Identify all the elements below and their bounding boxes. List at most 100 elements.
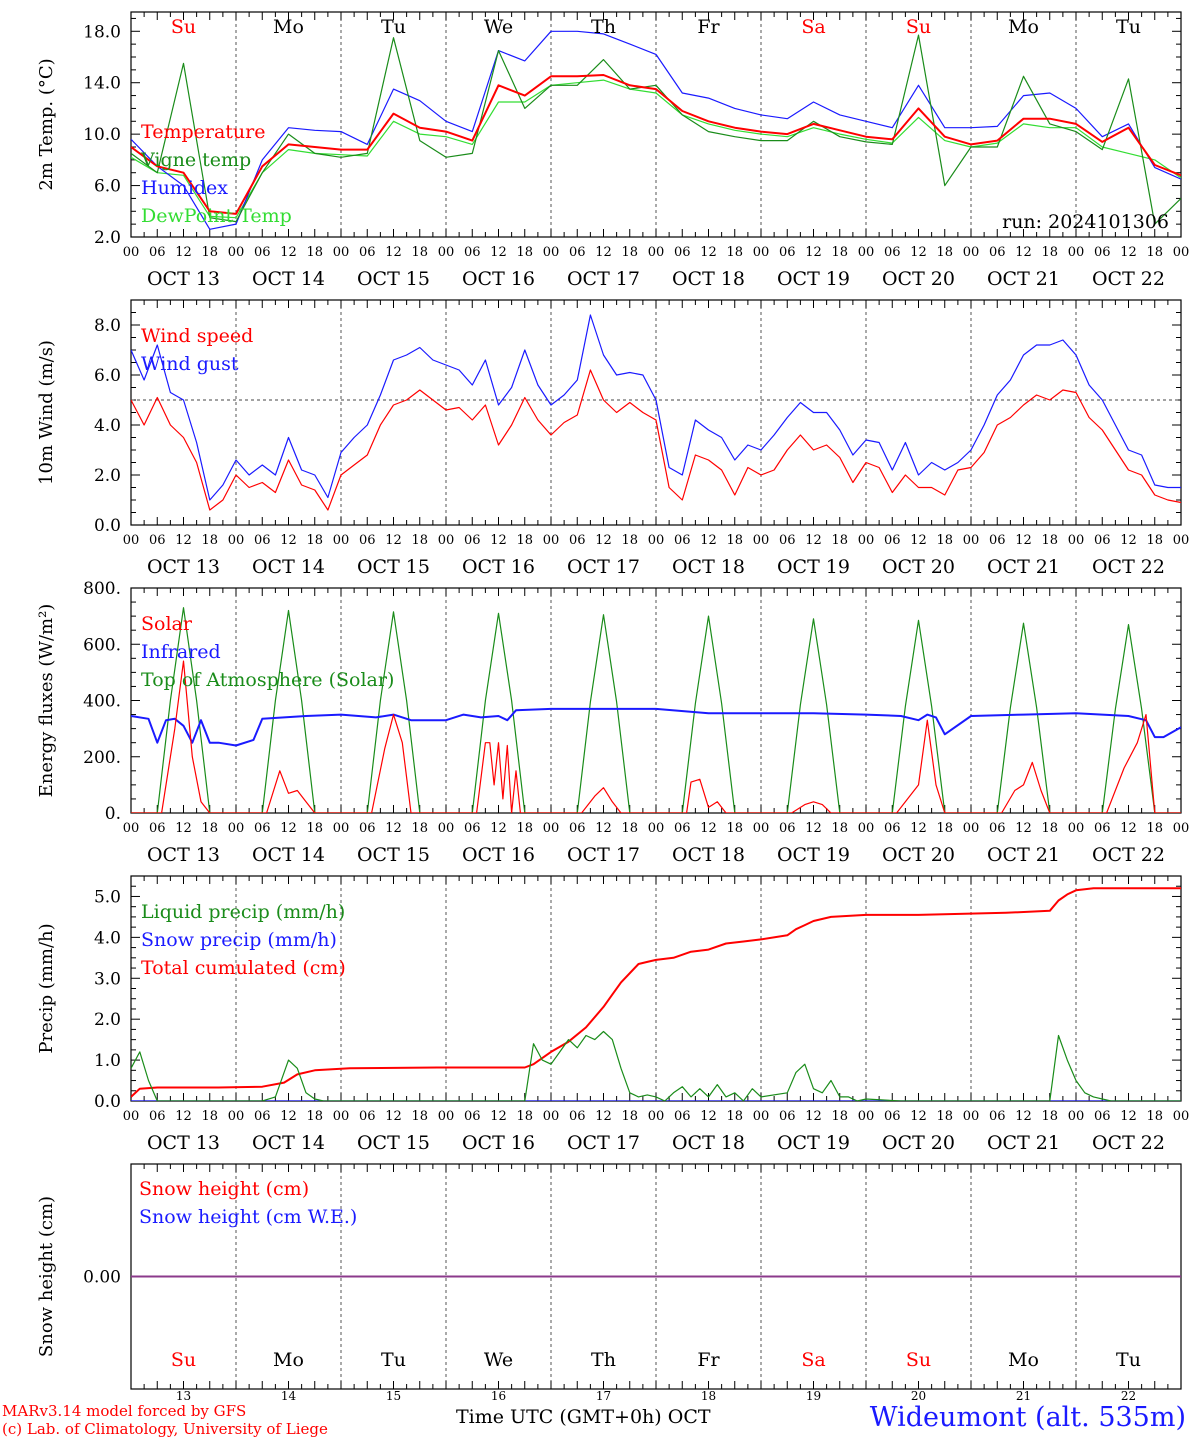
- series-line-solar: [131, 660, 1181, 813]
- hour-label: 12: [910, 533, 927, 548]
- model-credit: MARv3.14 model forced by GFS: [2, 1402, 247, 1420]
- hour-label: 18: [306, 1109, 323, 1124]
- hour-label: 12: [1015, 821, 1032, 836]
- hour-label: 18: [306, 533, 323, 548]
- date-label: OCT 22: [1092, 268, 1165, 290]
- hour-label: 18: [201, 245, 218, 260]
- day-label: Fr: [697, 16, 720, 38]
- hour-label: 12: [175, 821, 192, 836]
- day-label: Su: [906, 16, 931, 38]
- hour-label: 18: [1041, 533, 1058, 548]
- hour-label: 12: [490, 245, 507, 260]
- hour-label: 12: [175, 533, 192, 548]
- series-line-humidex: [131, 30, 1181, 230]
- hour-label: 00: [963, 245, 980, 260]
- hour-label: 00: [858, 245, 875, 260]
- legend-entry: Humidex: [141, 177, 228, 199]
- day-number: 22: [1121, 1389, 1136, 1403]
- date-label: OCT 21: [987, 556, 1060, 578]
- hour-label: 18: [411, 245, 428, 260]
- hour-label: 06: [359, 821, 376, 836]
- day-label: Mo: [273, 1349, 304, 1371]
- hour-label: 12: [1015, 1109, 1032, 1124]
- hour-label: 00: [753, 1109, 770, 1124]
- hour-label: 00: [123, 821, 140, 836]
- date-label: OCT 14: [252, 1132, 325, 1154]
- day-label: Su: [171, 1349, 196, 1371]
- hour-label: 00: [123, 1109, 140, 1124]
- hour-label: 18: [1146, 533, 1163, 548]
- day-number: 20: [911, 1389, 926, 1403]
- day-number: 19: [806, 1389, 821, 1403]
- hour-label: 06: [989, 821, 1006, 836]
- hour-label: 00: [333, 821, 350, 836]
- hour-label: 06: [1094, 1109, 1111, 1124]
- day-label: Sa: [801, 1349, 825, 1371]
- hour-label: 06: [674, 245, 691, 260]
- hour-label: 06: [464, 533, 481, 548]
- hour-label: 12: [385, 821, 402, 836]
- hour-label: 12: [385, 245, 402, 260]
- hour-label: 18: [726, 533, 743, 548]
- day-label: Tu: [381, 16, 406, 38]
- y-axis-title: Precip (mm/h): [36, 923, 57, 1053]
- hour-label: 06: [779, 245, 796, 260]
- hour-label: 06: [464, 821, 481, 836]
- hour-label: 00: [1173, 245, 1190, 260]
- hour-label: 18: [726, 245, 743, 260]
- date-label: OCT 22: [1092, 556, 1165, 578]
- hour-label: 12: [385, 1109, 402, 1124]
- y-tick-label: 18.0: [83, 22, 121, 42]
- hour-label: 00: [1173, 1109, 1190, 1124]
- legend-entry: Liquid precip (mm/h): [141, 901, 345, 923]
- hour-label: 12: [1120, 821, 1137, 836]
- y-tick-label: 2.0: [94, 228, 121, 248]
- hour-label: 00: [228, 245, 245, 260]
- date-label: OCT 15: [357, 1132, 430, 1154]
- hour-label: 06: [779, 533, 796, 548]
- day-number: 14: [281, 1389, 297, 1403]
- hour-label: 18: [201, 821, 218, 836]
- hour-label: 06: [254, 1109, 271, 1124]
- day-label: Mo: [1008, 16, 1039, 38]
- hour-label: 06: [884, 245, 901, 260]
- hour-label: 00: [228, 533, 245, 548]
- hour-label: 18: [201, 533, 218, 548]
- hour-label: 00: [543, 821, 560, 836]
- hour-label: 06: [149, 821, 166, 836]
- hour-label: 18: [411, 1109, 428, 1124]
- hour-label: 00: [438, 1109, 455, 1124]
- date-label: OCT 18: [672, 556, 745, 578]
- hour-label: 12: [595, 533, 612, 548]
- hour-label: 00: [123, 245, 140, 260]
- hour-label: 18: [1146, 821, 1163, 836]
- hour-label: 12: [490, 821, 507, 836]
- hour-label: 06: [359, 533, 376, 548]
- series-line-wind-speed: [131, 369, 1181, 511]
- date-label: OCT 13: [147, 268, 220, 290]
- hour-label: 06: [1094, 533, 1111, 548]
- hour-label: 00: [543, 245, 560, 260]
- hour-label: 00: [648, 245, 665, 260]
- date-label: OCT 16: [462, 268, 535, 290]
- hour-label: 12: [910, 1109, 927, 1124]
- y-axis-title: Snow height (cm): [36, 1196, 57, 1357]
- date-label: OCT 15: [357, 556, 430, 578]
- series-line-total-cumulated-cm-: [131, 887, 1181, 1098]
- y-tick-label: 0.0: [94, 1092, 121, 1112]
- day-label: Mo: [273, 16, 304, 38]
- hour-label: 06: [1094, 821, 1111, 836]
- legend-entry: Vigne temp: [140, 149, 251, 171]
- legend-entry: Wind gust: [141, 353, 239, 375]
- hour-label: 00: [1173, 821, 1190, 836]
- hour-label: 06: [989, 245, 1006, 260]
- date-label: OCT 19: [777, 844, 850, 866]
- hour-label: 12: [805, 1109, 822, 1124]
- day-label: Fr: [697, 1349, 720, 1371]
- date-label: OCT 22: [1092, 1132, 1165, 1154]
- hour-label: 12: [1120, 245, 1137, 260]
- hour-label: 12: [280, 533, 297, 548]
- hour-label: 12: [385, 533, 402, 548]
- hour-label: 18: [621, 245, 638, 260]
